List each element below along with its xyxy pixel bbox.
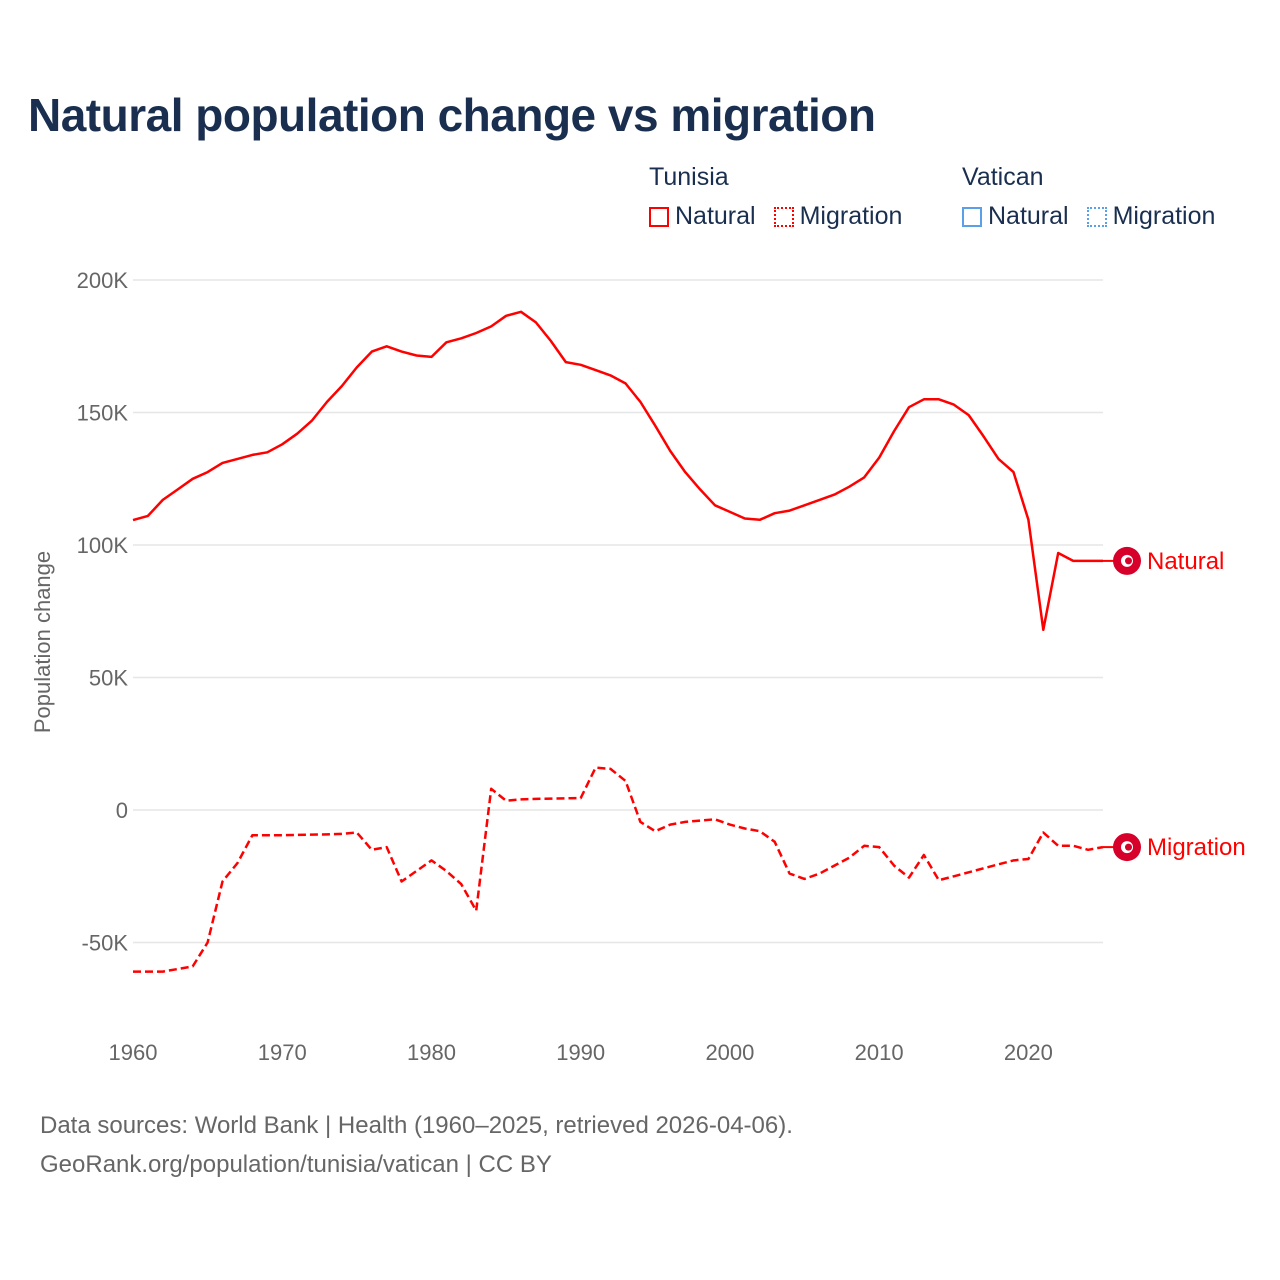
footer-source: Data sources: World Bank | Health (1960–… bbox=[40, 1112, 793, 1139]
series-end-label: Migration bbox=[1147, 834, 1246, 861]
dotted-swatch-icon bbox=[773, 206, 794, 227]
footer: Data sources: World Bank | Health (1960–… bbox=[40, 1106, 793, 1184]
y-axis-label: Population change bbox=[30, 551, 55, 733]
x-tick-label: 2000 bbox=[705, 1040, 754, 1065]
x-tick-label: 1960 bbox=[109, 1040, 158, 1065]
legend-label: Natural bbox=[675, 202, 756, 230]
legend-label: Migration bbox=[1112, 202, 1216, 230]
tunisia-flag-icon bbox=[1113, 546, 1141, 575]
series-end-label: Natural bbox=[1147, 548, 1224, 575]
y-tick-label: 0 bbox=[116, 798, 128, 823]
solid-swatch-icon bbox=[962, 206, 982, 227]
footer-link[interactable]: GeoRank.org/population/tunisia/vatican |… bbox=[40, 1151, 552, 1178]
x-tick-label: 1970 bbox=[258, 1040, 307, 1065]
legend-item-vatican-migration[interactable]: Migration bbox=[1086, 202, 1216, 231]
x-tick-label: 1980 bbox=[407, 1040, 456, 1065]
legend-item-tunisia-migration[interactable]: Migration bbox=[773, 202, 903, 231]
series-line-migration bbox=[133, 766, 1104, 973]
solid-swatch-icon bbox=[649, 206, 669, 227]
y-tick-label: 150K bbox=[77, 401, 129, 426]
tunisia-flag-icon bbox=[1113, 833, 1141, 862]
legend-group-tunisia: Tunisia Natural Migration bbox=[649, 163, 920, 234]
legend-item-vatican-natural[interactable]: Natural bbox=[962, 202, 1069, 231]
dotted-swatch-icon bbox=[1086, 206, 1107, 227]
legend-group-vatican: Vatican Natural Migration bbox=[962, 163, 1233, 234]
chart-title: Natural population change vs migration bbox=[28, 89, 876, 141]
legend-item-tunisia-natural[interactable]: Natural bbox=[649, 202, 756, 231]
y-tick-label: 200K bbox=[77, 268, 129, 293]
y-tick-label: -50K bbox=[82, 931, 129, 956]
x-tick-label: 1990 bbox=[556, 1040, 605, 1065]
series-line-natural bbox=[132, 310, 1103, 632]
legend-group-name: Vatican bbox=[962, 163, 1044, 191]
x-tick-label: 2010 bbox=[855, 1040, 904, 1065]
legend-label: Migration bbox=[799, 202, 903, 230]
legend-label: Natural bbox=[988, 202, 1069, 230]
legend-group-name: Tunisia bbox=[649, 163, 729, 191]
y-tick-label: 50K bbox=[89, 666, 128, 691]
y-tick-label: 100K bbox=[77, 533, 129, 558]
x-tick-label: 2020 bbox=[1004, 1040, 1053, 1065]
